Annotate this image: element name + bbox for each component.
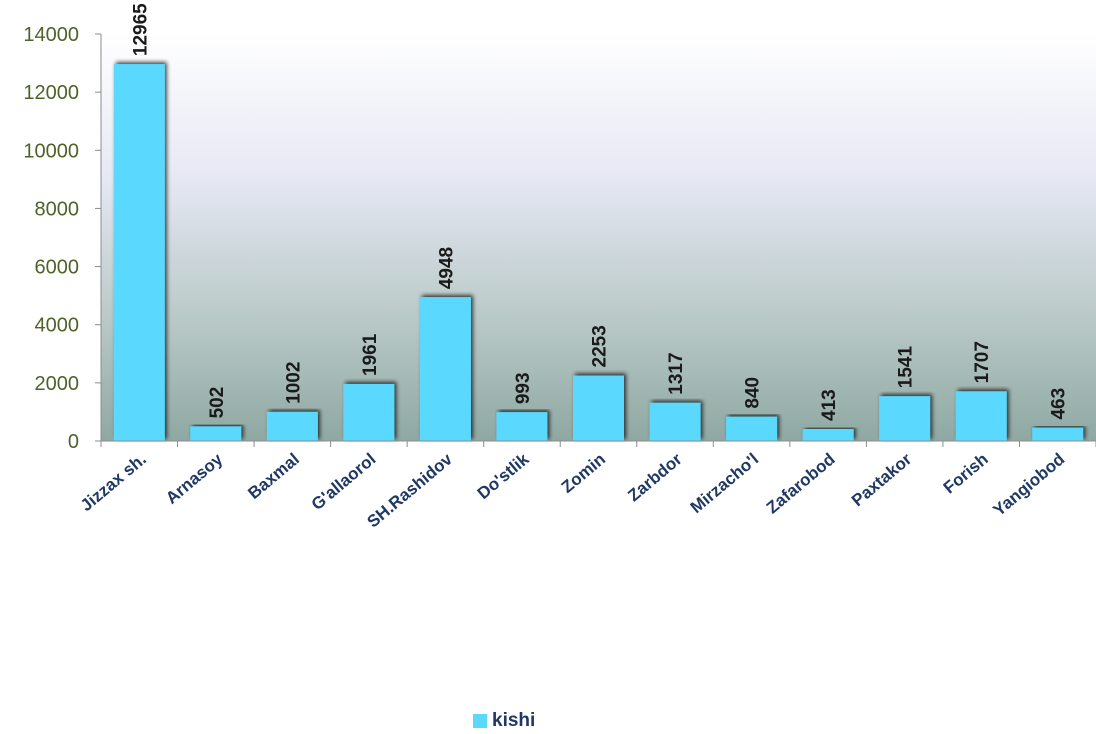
x-tick-label: Zafarobod: [763, 450, 839, 518]
bar: [343, 383, 395, 441]
y-tick-label: 6000: [35, 257, 80, 279]
x-axis: Jizzax sh. Arnasoy Baxmal G'allaorolSH.Rash…: [77, 440, 1096, 531]
legend: kishi: [473, 708, 535, 734]
x-tick-label: Mirzacho'l: [687, 450, 762, 518]
y-tick-label: 2000: [35, 373, 80, 395]
bar: [496, 412, 548, 441]
x-tick-label: SH.Rashidov: [363, 449, 456, 531]
x-tick-label: G'allaorol: [308, 450, 380, 515]
bar: [190, 426, 242, 441]
data-label: 1541: [896, 346, 917, 389]
bar: [879, 396, 931, 441]
legend-swatch: [473, 714, 487, 728]
data-label: 413: [819, 389, 840, 421]
x-tick-label: Zarbdor: [624, 449, 686, 505]
bar: [419, 297, 471, 441]
bar: [802, 428, 854, 441]
x-tick-label: Do'stlik: [474, 449, 533, 503]
data-label: 2253: [590, 325, 611, 367]
x-tick-label: Arnasoy: [162, 449, 227, 508]
x-tick-label: Paxtakor: [848, 449, 916, 510]
data-label: 4948: [436, 247, 457, 289]
data-label: 1002: [283, 362, 304, 404]
bar: [113, 64, 165, 441]
x-tick-label: Yangiobod: [990, 450, 1069, 520]
x-tick-label: Jizzax sh.: [77, 450, 150, 516]
x-tick-label: Zomin: [558, 450, 609, 497]
data-label: 463: [1049, 388, 1070, 420]
data-label: 1707: [972, 341, 993, 383]
y-tick-label: 0: [68, 431, 79, 453]
bar: [726, 416, 778, 441]
data-label: 840: [743, 377, 764, 409]
data-label: 1317: [666, 352, 687, 394]
data-label: 502: [207, 387, 228, 419]
bar: [1032, 427, 1084, 441]
bar: [649, 402, 701, 441]
x-tick-label: Forish: [940, 450, 992, 498]
x-tick-label: Baxmal: [244, 450, 303, 503]
plot-area: [101, 34, 1096, 441]
data-label: 12965: [130, 3, 151, 56]
y-tick-label: 10000: [23, 140, 79, 162]
bar: [573, 375, 624, 441]
y-tick-label: 4000: [35, 315, 80, 337]
data-label: 1961: [360, 333, 381, 376]
y-tick-label: 14000: [23, 24, 79, 46]
y-tick-label: 12000: [23, 82, 79, 104]
bar: [955, 391, 1007, 441]
y-tick-label: 8000: [35, 198, 80, 220]
data-label: 993: [513, 372, 534, 404]
bars: 12965 502 1002 1961 4948 993 2253 1317 840 413 154…: [113, 3, 1084, 441]
y-axis: 0 2000 4000 6000 8000 10000 12000 14000: [23, 24, 102, 453]
bar: [266, 411, 318, 441]
legend-label: kishi: [492, 710, 536, 731]
